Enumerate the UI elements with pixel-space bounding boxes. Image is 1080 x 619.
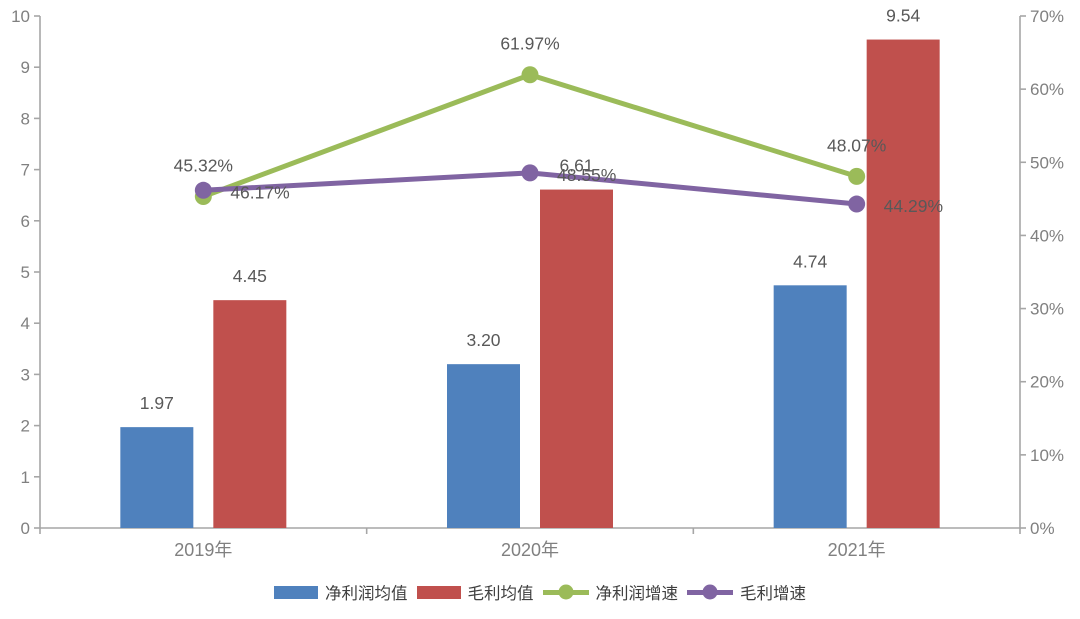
right-axis-tick-label: 20%: [1030, 373, 1064, 392]
left-axis-tick-label: 4: [21, 314, 30, 333]
marker-gross-profit-growth-0: [194, 181, 212, 199]
data-label-gross-profit-growth-0: 46.17%: [230, 182, 289, 202]
data-label-net-profit-growth-0: 45.32%: [174, 156, 233, 176]
data-label-net-profit-growth-2: 48.07%: [827, 135, 886, 155]
right-axis-tick-label: 50%: [1030, 153, 1064, 172]
bar-net-profit-average-0: [120, 427, 194, 528]
legend-marker-icon: [702, 584, 718, 600]
plot-area: 0 1 2 3 4 5 6 7 8 9 10 0% 10% 20% 30% 40% 50% 60% 70% 2019年…: [11, 6, 1064, 560]
data-label-net-profit-growth-1: 61.97%: [500, 34, 559, 54]
category-label-2: 2021年: [828, 540, 886, 560]
data-label-gross-profit-average-2: 9.54: [886, 6, 920, 26]
left-axis-tick-label: 3: [21, 365, 30, 384]
legend-line-swatch-gross-profit-growth: [687, 584, 733, 600]
bar-gross-profit-average-2: [866, 39, 940, 528]
data-label-net-profit-average-1: 3.20: [466, 330, 500, 350]
left-axis-tick-label: 2: [21, 417, 30, 436]
bar-gross-profit-average-0: [213, 300, 287, 528]
marker-gross-profit-growth-2: [848, 195, 866, 213]
left-axis-tick-label: 10: [11, 7, 30, 26]
legend-line-swatch-net-profit-growth: [542, 584, 589, 600]
bar-net-profit-average-1: [447, 364, 520, 528]
left-axis-tick-label: 8: [21, 109, 30, 128]
right-axis-tick-label: 40%: [1030, 226, 1064, 245]
marker-net-profit-growth-1: [521, 66, 539, 84]
bar-gross-profit-average-1: [540, 189, 613, 528]
legend-item-gross-profit-average: 毛利均值: [416, 580, 534, 604]
legend: 净利润均值 毛利均值 净利润增速 毛利增速: [0, 579, 1080, 605]
legend-item-net-profit-growth: 净利润增速: [542, 580, 679, 604]
legend-item-net-profit-average: 净利润均值: [274, 580, 408, 604]
data-label-gross-profit-growth-1: 48.55%: [557, 165, 616, 185]
data-label-net-profit-average-2: 4.74: [793, 251, 827, 271]
legend-bar-swatch-net-profit-average: [274, 585, 318, 599]
legend-label-net-profit-average: 净利润均值: [325, 585, 408, 603]
right-axis-tick-label: 70%: [1030, 7, 1064, 26]
data-label-gross-profit-average-1: 6.61: [559, 156, 593, 176]
left-axis-tick-label: 9: [21, 58, 30, 77]
left-axis-tick-label: 0: [21, 519, 30, 538]
right-axis-tick-label: 60%: [1030, 80, 1064, 99]
right-axis-tick-label: 0%: [1030, 519, 1055, 538]
left-axis-tick-label: 6: [21, 212, 30, 231]
bar-net-profit-average-2: [773, 285, 847, 528]
right-axis-tick-label: 10%: [1030, 446, 1064, 465]
left-axis-tick-label: 7: [21, 161, 30, 180]
legend-label-gross-profit-growth: 毛利增速: [740, 585, 806, 603]
data-label-net-profit-average-0: 1.97: [140, 393, 174, 413]
left-axis-tick-label: 1: [21, 468, 30, 487]
data-label-gross-profit-average-0: 4.45: [233, 266, 267, 286]
legend-item-gross-profit-growth: 毛利增速: [687, 580, 806, 604]
marker-gross-profit-growth-1: [521, 164, 539, 182]
legend-marker-icon: [558, 584, 573, 600]
legend-label-gross-profit-average: 毛利均值: [467, 585, 534, 603]
category-label-1: 2020年: [501, 540, 559, 560]
legend-label-net-profit-growth: 净利润增速: [595, 585, 679, 603]
data-label-gross-profit-growth-2: 44.29%: [884, 196, 943, 216]
marker-net-profit-growth-2: [848, 167, 866, 185]
left-axis-tick-label: 5: [21, 263, 30, 282]
category-label-0: 2019年: [174, 540, 232, 560]
right-axis-tick-label: 30%: [1030, 300, 1064, 319]
legend-bar-swatch-gross-profit-average: [416, 585, 461, 599]
